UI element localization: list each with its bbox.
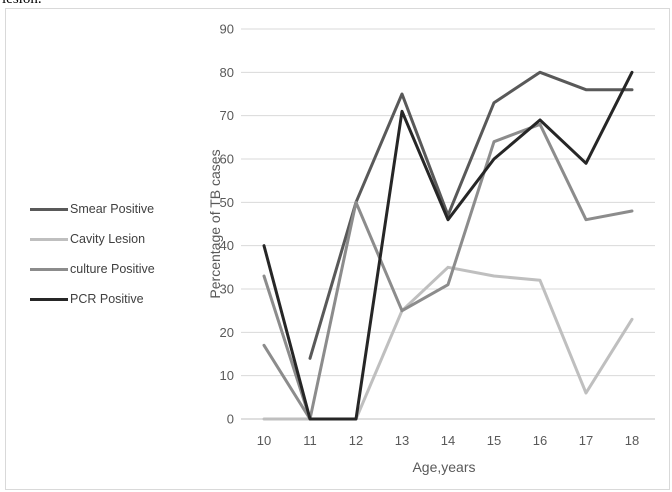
legend-label-cavity-lesion: Cavity Lesion: [70, 232, 146, 246]
y-tick-label: 70: [220, 108, 234, 123]
x-tick-label: 13: [395, 433, 409, 448]
series-line-smear-positive: [308, 70, 634, 360]
x-tick-label: 11: [303, 433, 317, 448]
x-tick-label: 15: [487, 433, 501, 448]
y-tick-label: 0: [227, 412, 234, 427]
legend-swatch-smear-positive: [30, 208, 68, 211]
y-tick-label: 20: [220, 325, 234, 340]
legend-swatch-cavity-lesion: [30, 238, 68, 241]
legend-label-culture-positive: culture Positive: [70, 262, 155, 276]
series-line-culture-positive: [262, 122, 634, 421]
y-tick-label: 30: [220, 282, 234, 297]
caption-fragment: lesion.: [2, 0, 42, 8]
legend-item-cavity-lesion: Cavity Lesion: [30, 231, 190, 247]
chart-frame: [5, 8, 670, 490]
legend: Smear Positive Cavity Lesion culture Pos…: [30, 201, 190, 321]
y-axis-tick-labels: 0 10 20 30 40 50 60 70 80 90: [220, 22, 234, 427]
x-axis-title: Age,years: [412, 459, 475, 475]
legend-swatch-culture-positive: [30, 268, 68, 271]
y-tick-label: 40: [220, 238, 234, 253]
y-tick-label: 80: [220, 65, 234, 80]
legend-label-pcr-positive: PCR Positive: [70, 292, 144, 306]
series-line-culture-positive-second-trace: [262, 343, 312, 421]
x-axis-tick-labels: 10 11 12 13 14 15 16 17 18: [257, 433, 639, 448]
legend-item-culture-positive: culture Positive: [30, 261, 190, 277]
x-tick-label: 18: [625, 433, 639, 448]
gridlines: [241, 28, 655, 420]
legend-item-smear-positive: Smear Positive: [30, 201, 190, 217]
y-tick-label: 50: [220, 195, 234, 210]
series-line-pcr-positive: [262, 70, 634, 421]
x-tick-label: 16: [533, 433, 547, 448]
x-tick-label: 17: [579, 433, 593, 448]
legend-label-smear-positive: Smear Positive: [70, 202, 155, 216]
y-tick-label: 90: [220, 22, 234, 37]
y-tick-label: 60: [220, 152, 234, 167]
x-tick-label: 10: [257, 433, 271, 448]
series-line-cavity-lesion: [262, 265, 634, 421]
legend-item-pcr-positive: PCR Positive: [30, 291, 190, 307]
y-axis-title: Percentage of TB cases: [207, 149, 223, 298]
legend-swatch-pcr-positive: [30, 298, 68, 301]
x-tick-label: 12: [349, 433, 363, 448]
series-lines: [262, 70, 634, 421]
x-tick-label: 14: [441, 433, 455, 448]
y-tick-label: 10: [220, 368, 234, 383]
